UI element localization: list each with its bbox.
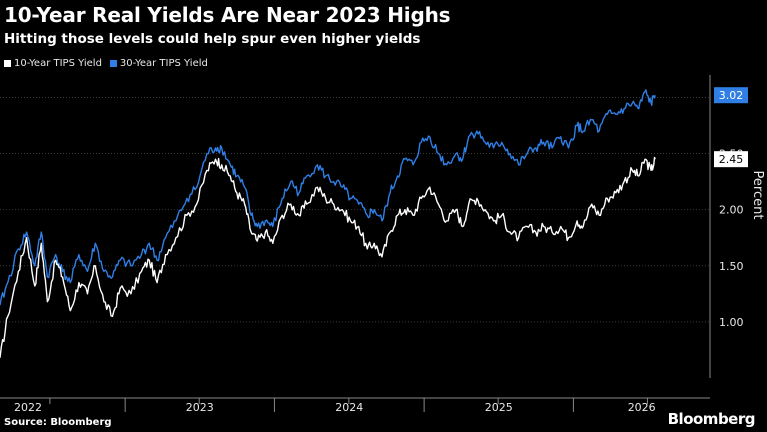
source-note: Source: Bloomberg [4,417,112,428]
x-tick-label: 2024 [335,401,363,414]
y-axis-label: Percent [750,171,765,220]
legend-label-30y: 30-Year TIPS Yield [119,58,208,69]
last-value-label-30y: 3.02 [719,89,744,102]
legend-swatch-10y [4,60,11,67]
series-line-10y [0,156,656,358]
series-line-30y [0,89,656,306]
last-value-label-10y: 2.45 [719,153,744,166]
legend-swatch-30y [109,60,117,67]
last-value-tag-10y [714,151,748,168]
chart-title: 10-Year Real Yields Are Near 2023 Highs [4,3,451,27]
legend-item-30y: 30-Year TIPS Yield [109,58,208,69]
legend: 10-Year TIPS Yield 30-Year TIPS Yield [4,58,208,69]
chart-subtitle: Hitting those levels could help spur eve… [4,31,421,47]
x-tick-label: 2022 [14,401,42,414]
brand-logo: Bloomberg [667,410,756,428]
x-tick-label: 2025 [485,401,513,414]
y-tick-label: 2.00 [719,204,744,217]
y-tick-label: 1.50 [719,260,744,273]
last-value-tag-30y [714,87,748,104]
y-tick-label: 1.00 [719,316,744,329]
legend-item-10y: 10-Year TIPS Yield [4,58,102,69]
x-tick-label: 2023 [186,401,214,414]
x-tick-label: 2026 [628,401,656,414]
legend-label-10y: 10-Year TIPS Yield [14,58,102,69]
